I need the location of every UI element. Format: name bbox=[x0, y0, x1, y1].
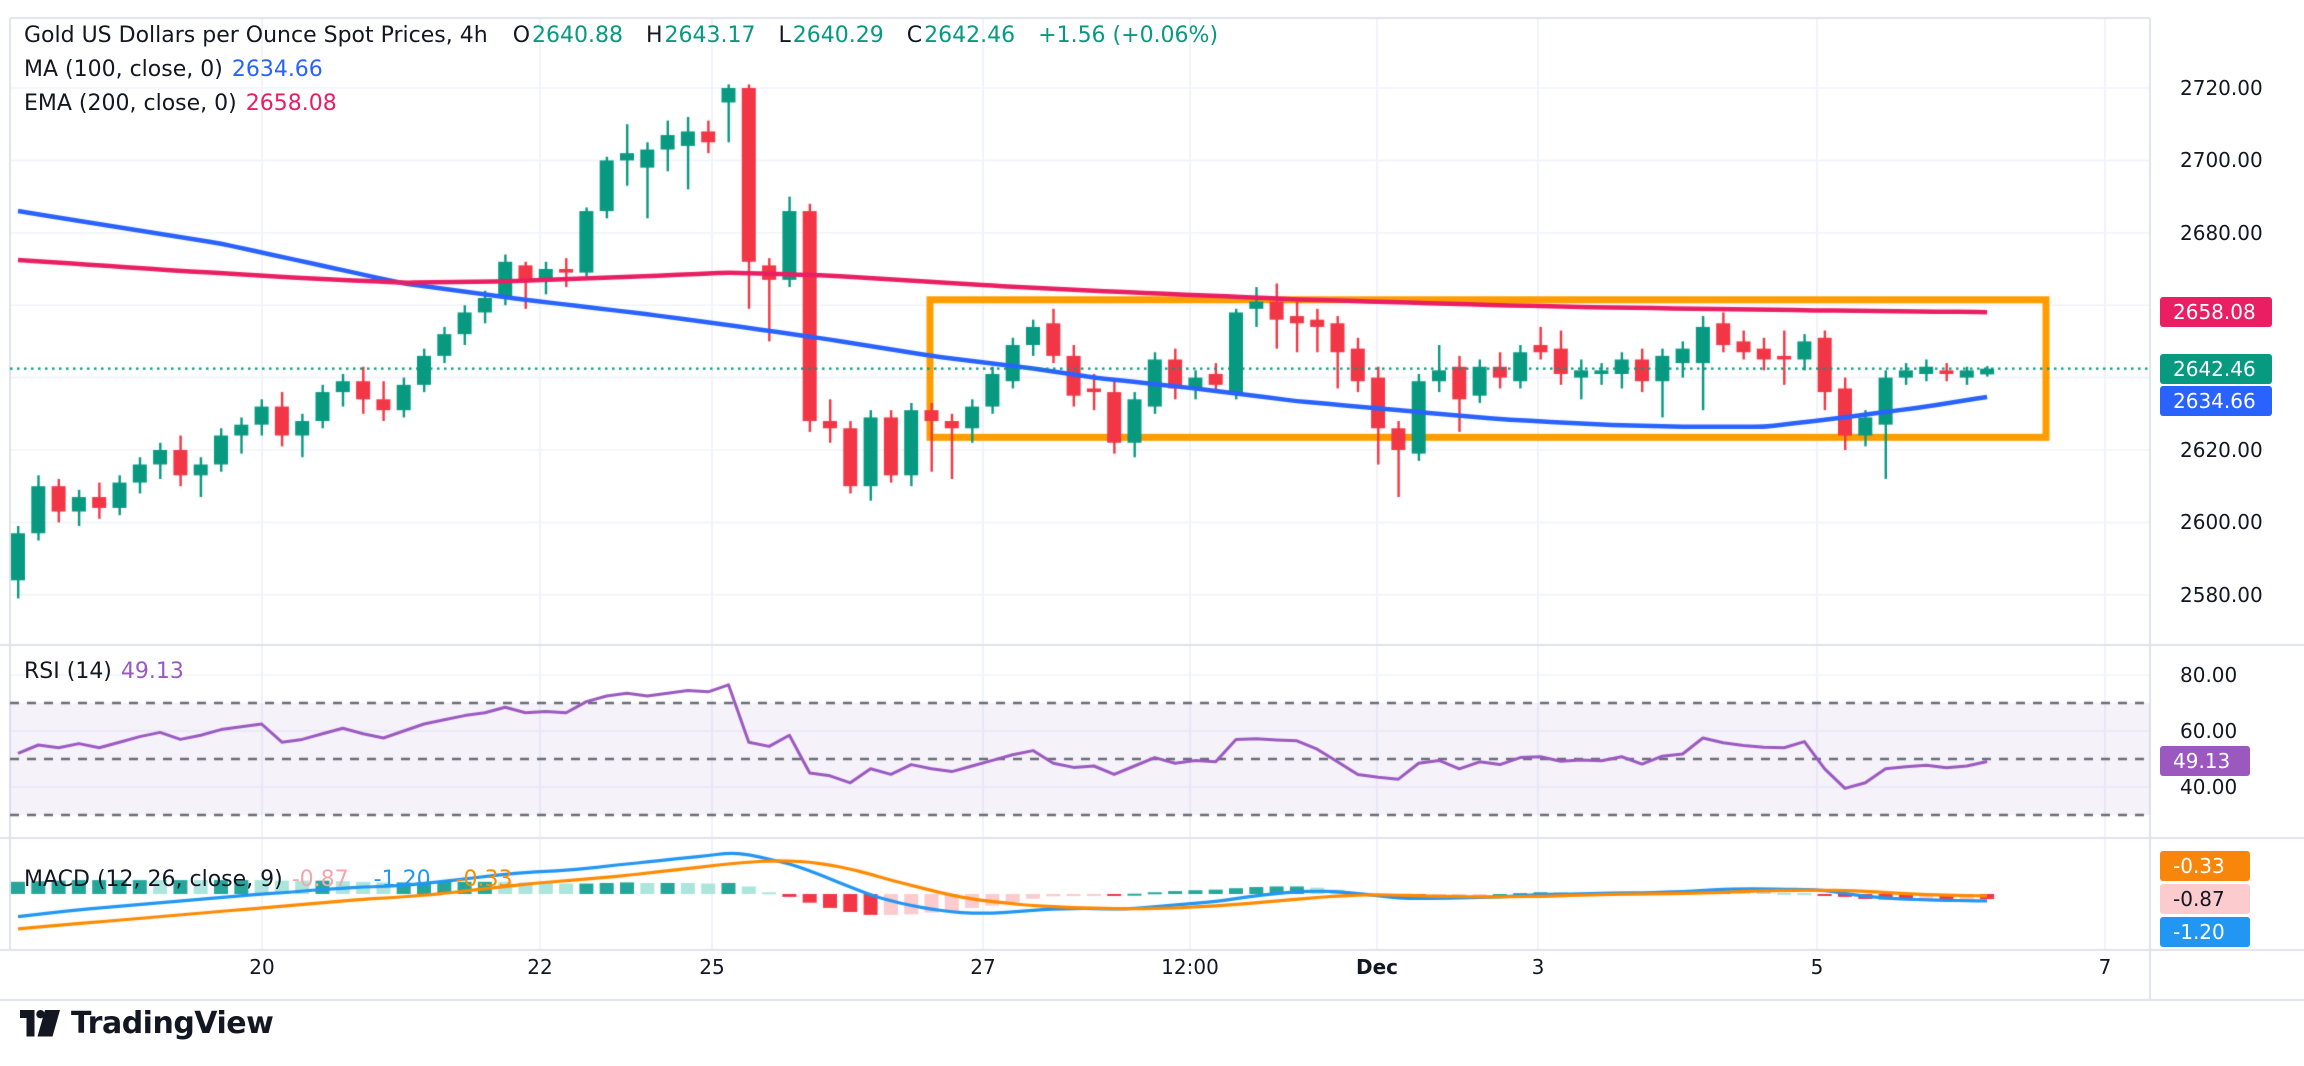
time-label-7: 7 bbox=[2098, 955, 2112, 979]
symbol-legend[interactable]: Gold US Dollars per Ounce Spot Prices, 4… bbox=[24, 22, 1218, 49]
price-axis-label-2580.00: 2580.00 bbox=[2180, 583, 2263, 607]
tradingview-logo[interactable]: TradingView bbox=[20, 1006, 274, 1041]
time-label-5: 5 bbox=[1810, 955, 1824, 979]
price-axis-label-2600.00: 2600.00 bbox=[2180, 510, 2263, 534]
ma-legend[interactable]: MA (100, close, 0) 2634.66 bbox=[24, 56, 339, 83]
macd-signal-badge: -0.33 bbox=[2160, 851, 2250, 881]
time-label-12:00: 12:00 bbox=[1161, 955, 1219, 979]
symbol-title: Gold US Dollars per Ounce Spot Prices, 4… bbox=[24, 23, 488, 48]
ma-value: 2634.66 bbox=[231, 57, 323, 82]
tradingview-logo-icon bbox=[20, 1010, 60, 1037]
macd-line-value: -1.20 bbox=[373, 867, 431, 892]
ohlc-high-value: 2643.17 bbox=[664, 23, 756, 48]
rsi-label: RSI (14) bbox=[24, 659, 112, 684]
time-label-Dec: Dec bbox=[1355, 955, 1399, 979]
time-label-25: 25 bbox=[699, 955, 725, 979]
time-label-3: 3 bbox=[1531, 955, 1545, 979]
ma-price-badge: 2634.66 bbox=[2160, 386, 2272, 416]
rsi-value-badge: 49.13 bbox=[2160, 746, 2250, 776]
price-axis-label-2720.00: 2720.00 bbox=[2180, 76, 2263, 100]
change-value: +1.56 (+0.06%) bbox=[1038, 23, 1219, 48]
ema-value: 2658.08 bbox=[245, 91, 337, 116]
ema-price-badge: 2658.08 bbox=[2160, 297, 2272, 327]
price-axis-label-2620.00: 2620.00 bbox=[2180, 438, 2263, 462]
ohlc-close-label: C bbox=[906, 23, 923, 48]
macd-line-badge: -1.20 bbox=[2160, 917, 2250, 947]
rsi-axis-label-40.00: 40.00 bbox=[2180, 775, 2238, 799]
last-price-badge: 2642.46 bbox=[2160, 354, 2272, 384]
ema-label: EMA (200, close, 0) bbox=[24, 91, 237, 116]
ohlc-open-label: O bbox=[512, 23, 531, 48]
macd-hist-value: -0.87 bbox=[291, 867, 349, 892]
ohlc-close-value: 2642.46 bbox=[924, 23, 1016, 48]
rsi-legend[interactable]: RSI (14) 49.13 bbox=[24, 658, 200, 685]
macd-label: MACD (12, 26, close, 9) bbox=[24, 867, 283, 892]
price-axis-label-2700.00: 2700.00 bbox=[2180, 148, 2263, 172]
rsi-axis-label-60.00: 60.00 bbox=[2180, 719, 2238, 743]
time-label-20: 20 bbox=[249, 955, 275, 979]
macd-hist-badge: -0.87 bbox=[2160, 884, 2250, 914]
ema-legend[interactable]: EMA (200, close, 0) 2658.08 bbox=[24, 90, 353, 117]
ohlc-high-label: H bbox=[646, 23, 663, 48]
tradingview-logo-text: TradingView bbox=[71, 1006, 274, 1041]
ohlc-low-label: L bbox=[778, 23, 791, 48]
rsi-value: 49.13 bbox=[120, 659, 184, 684]
time-label-22: 22 bbox=[527, 955, 553, 979]
macd-legend[interactable]: MACD (12, 26, close, 9) -0.87 -1.20 -0.3… bbox=[24, 866, 529, 893]
ohlc-open-value: 2640.88 bbox=[532, 23, 623, 48]
macd-signal-value: -0.33 bbox=[455, 867, 513, 892]
ohlc-low-value: 2640.29 bbox=[792, 23, 884, 48]
ma-label: MA (100, close, 0) bbox=[24, 57, 223, 82]
price-axis-label-2680.00: 2680.00 bbox=[2180, 221, 2263, 245]
rsi-axis-label-80.00: 80.00 bbox=[2180, 663, 2238, 687]
time-label-27: 27 bbox=[970, 955, 996, 979]
